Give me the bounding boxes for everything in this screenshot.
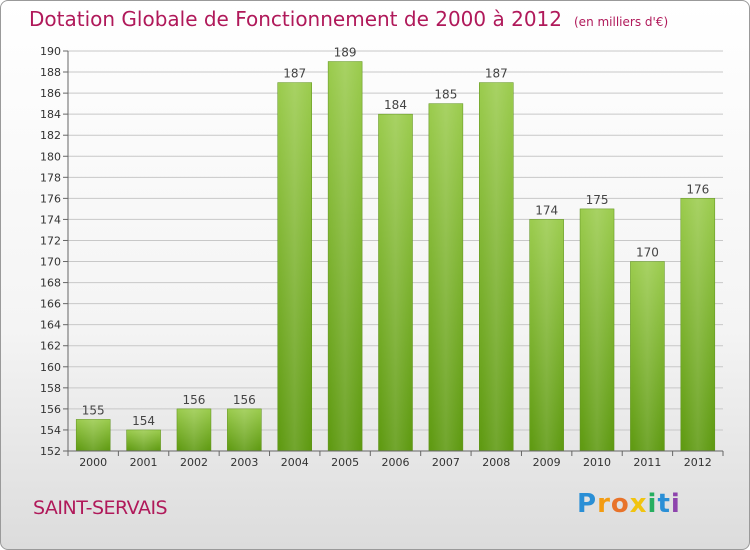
data-label: 187 (283, 67, 306, 81)
bar-highlight (481, 82, 512, 451)
logo-letter: t (657, 489, 671, 519)
y-tick-label: 166 (40, 298, 61, 311)
y-tick-label: 174 (40, 213, 61, 226)
commune-name: SAINT-SERVAIS (33, 497, 168, 519)
logo-letter: P (577, 489, 598, 519)
bar-highlight (279, 82, 310, 451)
y-tick-label: 152 (40, 445, 61, 458)
chart-title: Dotation Globale de Fonctionnement de 20… (29, 7, 668, 31)
data-label: 184 (384, 98, 407, 112)
bar-highlight (582, 208, 613, 451)
x-tick-label: 2004 (281, 456, 309, 469)
data-label: 154 (132, 414, 155, 428)
y-tick-label: 164 (40, 319, 61, 332)
x-tick-label: 2007 (432, 456, 460, 469)
x-tick-label: 2000 (79, 456, 107, 469)
bar-highlight (178, 408, 209, 451)
bar-highlight (330, 61, 361, 452)
y-tick-label: 168 (40, 277, 61, 290)
bar-highlight (380, 114, 411, 451)
x-tick-label: 2012 (684, 456, 712, 469)
y-tick-label: 188 (40, 66, 61, 79)
bar-highlight (128, 429, 159, 451)
bar-highlight (78, 419, 109, 451)
data-label: 176 (686, 182, 709, 196)
y-tick-label: 180 (40, 150, 61, 163)
x-tick-label: 2008 (482, 456, 510, 469)
logo-letter: i (670, 489, 681, 519)
y-tick-label: 160 (40, 361, 61, 374)
y-tick-label: 178 (40, 171, 61, 184)
y-tick-label: 176 (40, 192, 61, 205)
bar-highlight (229, 408, 260, 451)
logo-letter: o (610, 489, 630, 519)
y-tick-label: 170 (40, 256, 61, 269)
data-label: 156 (233, 393, 256, 407)
x-tick-label: 2006 (382, 456, 410, 469)
y-tick-label: 190 (40, 45, 61, 58)
data-label: 174 (535, 203, 558, 217)
bar-highlight (632, 261, 663, 451)
y-tick-label: 182 (40, 129, 61, 142)
logo-letter: x (629, 489, 648, 519)
chart-title-text: Dotation Globale de Fonctionnement de 20… (29, 7, 562, 31)
y-tick-label: 162 (40, 340, 61, 353)
logo-letter: i (647, 489, 658, 519)
axis-layer: 1521541561581601621641661681701721741761… (40, 45, 724, 469)
x-tick-label: 2002 (180, 456, 208, 469)
x-tick-label: 2011 (633, 456, 661, 469)
y-tick-label: 158 (40, 382, 61, 395)
data-label: 185 (434, 88, 457, 102)
logo-letter: r (597, 489, 611, 519)
bar-highlight (682, 198, 713, 451)
y-tick-label: 154 (40, 424, 61, 437)
data-label: 175 (586, 193, 609, 207)
x-tick-label: 2005 (331, 456, 359, 469)
x-tick-label: 2010 (583, 456, 611, 469)
proxiti-logo: Proxiti (577, 489, 681, 519)
y-tick-label: 186 (40, 87, 61, 100)
y-tick-label: 172 (40, 234, 61, 247)
x-tick-label: 2001 (130, 456, 158, 469)
bar-highlight (430, 103, 461, 451)
chart-subtitle: (en milliers d'€) (574, 15, 669, 29)
bars-layer: 155 154 156 156 187 189 184 185 187 174 175 170 176 (75, 46, 716, 452)
y-tick-label: 156 (40, 403, 61, 416)
data-label: 170 (636, 246, 659, 260)
x-tick-label: 2003 (230, 456, 258, 469)
x-tick-label: 2009 (533, 456, 561, 469)
data-label: 156 (183, 393, 206, 407)
data-label: 155 (82, 403, 105, 417)
data-label: 187 (485, 67, 508, 81)
data-label: 189 (334, 46, 357, 60)
y-tick-label: 184 (40, 108, 61, 121)
bar-highlight (531, 219, 562, 451)
